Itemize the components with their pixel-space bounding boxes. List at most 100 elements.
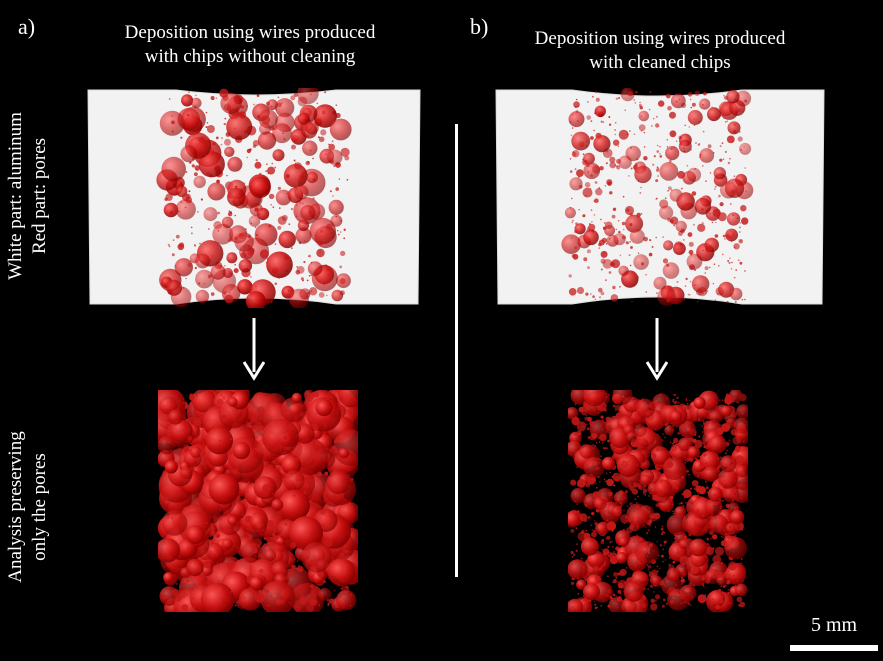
pore	[326, 267, 330, 271]
pore	[186, 558, 204, 577]
pore	[570, 528, 575, 533]
pore	[622, 235, 626, 240]
pore	[600, 120, 603, 123]
pore	[707, 450, 710, 452]
pore	[318, 292, 325, 298]
pore	[190, 226, 193, 229]
pore	[200, 558, 203, 560]
pore	[656, 150, 660, 153]
pore	[741, 217, 749, 225]
pore	[733, 491, 736, 493]
pore	[723, 605, 725, 607]
pore	[733, 417, 748, 434]
pore	[310, 586, 321, 596]
pore	[658, 100, 665, 107]
pore	[709, 212, 711, 215]
pore	[617, 582, 624, 589]
pore	[226, 252, 238, 264]
pore	[648, 108, 651, 111]
pore	[577, 510, 580, 513]
pore	[212, 468, 214, 471]
pore	[574, 500, 576, 503]
pore	[635, 541, 660, 565]
pore	[216, 562, 219, 565]
pore	[679, 143, 682, 146]
pore	[701, 577, 705, 581]
pore	[719, 455, 737, 473]
row-label-bottom: Analysis preserving only the pores	[5, 431, 50, 583]
pore	[618, 155, 632, 169]
pore	[339, 231, 342, 233]
pore	[727, 259, 730, 262]
pore	[226, 114, 253, 140]
pore	[593, 540, 596, 543]
pore	[672, 510, 674, 513]
pore	[350, 415, 353, 417]
pore	[724, 150, 727, 153]
pore	[210, 264, 226, 280]
pore	[636, 212, 641, 218]
pore	[715, 546, 724, 556]
pore	[704, 554, 706, 557]
pore	[220, 394, 223, 397]
pore	[328, 199, 344, 215]
pore	[681, 187, 683, 190]
pore	[608, 494, 611, 497]
pore	[299, 429, 302, 431]
pore	[194, 172, 198, 177]
pore	[709, 514, 728, 534]
pore	[681, 406, 685, 410]
pore	[720, 535, 723, 538]
pore	[666, 145, 669, 148]
pore	[715, 221, 717, 224]
pore	[179, 466, 193, 480]
pore	[296, 266, 298, 268]
pore	[711, 518, 713, 520]
pore	[604, 431, 607, 433]
pore	[198, 151, 225, 178]
pore	[617, 145, 620, 148]
pore	[649, 91, 652, 94]
pore	[254, 207, 259, 212]
pore	[578, 208, 580, 211]
pore	[673, 401, 677, 405]
pore	[609, 524, 612, 527]
pore	[210, 292, 215, 296]
pore	[665, 93, 671, 99]
pore	[726, 120, 729, 123]
pore	[671, 189, 673, 191]
pore	[609, 191, 613, 195]
pore	[301, 594, 304, 597]
pore	[720, 499, 722, 502]
pore	[222, 545, 225, 548]
pore	[601, 456, 616, 470]
pore	[312, 157, 314, 160]
pore	[626, 527, 633, 534]
pore	[615, 576, 618, 579]
pore	[636, 502, 638, 504]
pore	[662, 475, 665, 477]
pore	[321, 110, 326, 115]
pore	[741, 450, 744, 452]
pore	[212, 98, 214, 101]
pore	[256, 207, 270, 221]
pore	[582, 566, 585, 569]
pore	[293, 92, 298, 97]
pore	[601, 488, 603, 491]
pore	[636, 525, 639, 528]
pore	[693, 468, 696, 470]
pore	[290, 95, 296, 101]
pore	[723, 117, 725, 119]
pore	[295, 215, 298, 217]
pore	[637, 180, 640, 182]
pore	[627, 481, 630, 484]
pore	[706, 491, 709, 494]
pore	[669, 111, 676, 119]
pore	[308, 514, 311, 517]
pore	[593, 529, 596, 533]
pore	[676, 396, 679, 399]
pore	[259, 172, 262, 176]
pore	[327, 558, 356, 587]
pore	[720, 514, 723, 516]
pore	[692, 481, 694, 483]
